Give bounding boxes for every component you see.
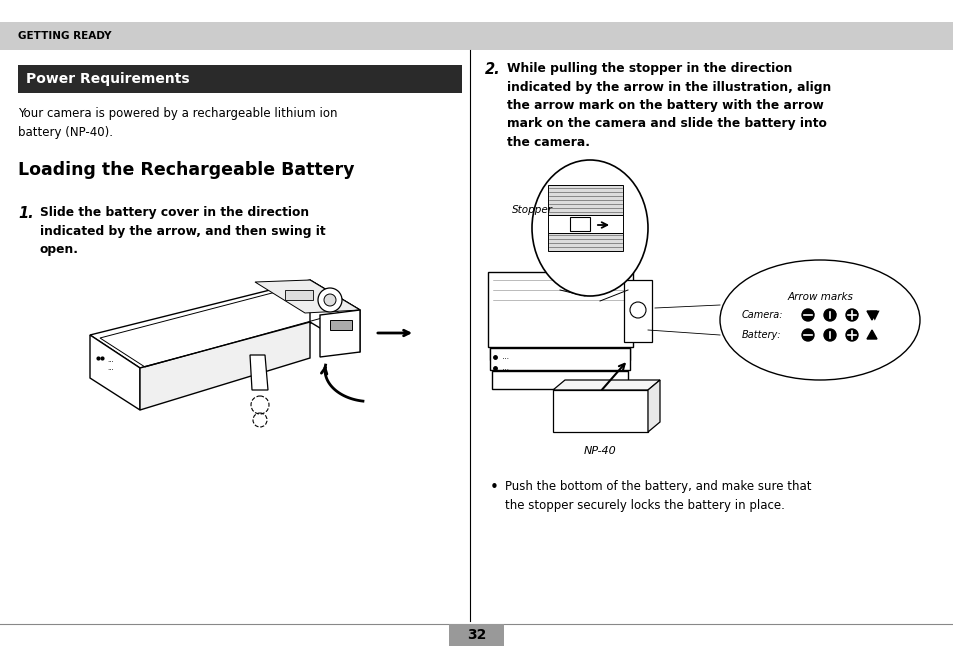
Polygon shape — [553, 380, 659, 390]
Text: Loading the Rechargeable Battery: Loading the Rechargeable Battery — [18, 161, 355, 179]
Text: Your camera is powered by a rechargeable lithium ion
battery (NP-40).: Your camera is powered by a rechargeable… — [18, 107, 337, 139]
Bar — [490, 305, 629, 360]
Polygon shape — [866, 311, 876, 320]
Text: ...: ... — [107, 365, 113, 371]
Bar — [490, 348, 629, 370]
Ellipse shape — [720, 260, 919, 380]
Text: ⊖: ⊖ — [804, 309, 815, 322]
Text: While pulling the stopper in the direction
indicated by the arrow in the illustr: While pulling the stopper in the directi… — [506, 62, 830, 149]
Text: 2.: 2. — [484, 62, 500, 77]
Text: 32: 32 — [467, 628, 486, 642]
Bar — [553, 390, 647, 432]
Bar — [330, 320, 352, 330]
Text: ...: ... — [499, 365, 509, 371]
Bar — [490, 290, 629, 360]
Text: •: • — [490, 480, 498, 495]
Bar — [492, 371, 627, 389]
Circle shape — [801, 309, 813, 321]
Polygon shape — [310, 280, 359, 352]
Text: NP-40: NP-40 — [583, 446, 617, 456]
Text: ⊙: ⊙ — [826, 309, 837, 322]
Circle shape — [823, 309, 835, 321]
Ellipse shape — [532, 160, 647, 296]
Text: Battery:: Battery: — [741, 330, 781, 340]
Text: Push the bottom of the battery, and make sure that
the stopper securely locks th: Push the bottom of the battery, and make… — [504, 480, 811, 512]
Circle shape — [317, 288, 341, 312]
Bar — [285, 290, 313, 300]
Circle shape — [845, 329, 857, 341]
Text: ▼: ▼ — [869, 309, 879, 322]
Text: ...: ... — [107, 357, 113, 363]
Polygon shape — [250, 355, 268, 390]
Text: Slide the battery cover in the direction
indicated by the arrow, and then swing : Slide the battery cover in the direction… — [40, 206, 325, 256]
Text: 1.: 1. — [18, 206, 33, 221]
Bar — [488, 272, 633, 347]
Bar — [569, 217, 589, 231]
Circle shape — [801, 329, 813, 341]
Bar — [0, 22, 953, 50]
Bar — [490, 298, 629, 360]
Polygon shape — [647, 380, 659, 432]
Circle shape — [324, 294, 335, 306]
Circle shape — [823, 329, 835, 341]
Text: GETTING READY: GETTING READY — [18, 31, 112, 41]
Text: ...: ... — [499, 354, 509, 360]
Bar — [623, 280, 651, 342]
Bar — [547, 185, 622, 215]
Text: ⊕: ⊕ — [848, 309, 859, 322]
Circle shape — [845, 309, 857, 321]
Bar — [449, 624, 504, 646]
Text: Arrow marks: Arrow marks — [786, 292, 852, 302]
Bar — [18, 65, 461, 93]
Polygon shape — [140, 322, 310, 410]
Bar — [547, 233, 622, 251]
Text: Stopper: Stopper — [512, 205, 553, 215]
Text: Power Requirements: Power Requirements — [26, 72, 190, 86]
Bar — [547, 215, 622, 233]
Text: Camera:: Camera: — [741, 310, 782, 320]
Polygon shape — [319, 310, 359, 357]
Polygon shape — [90, 280, 359, 368]
Polygon shape — [254, 280, 359, 313]
Polygon shape — [90, 335, 140, 410]
Polygon shape — [866, 330, 876, 339]
